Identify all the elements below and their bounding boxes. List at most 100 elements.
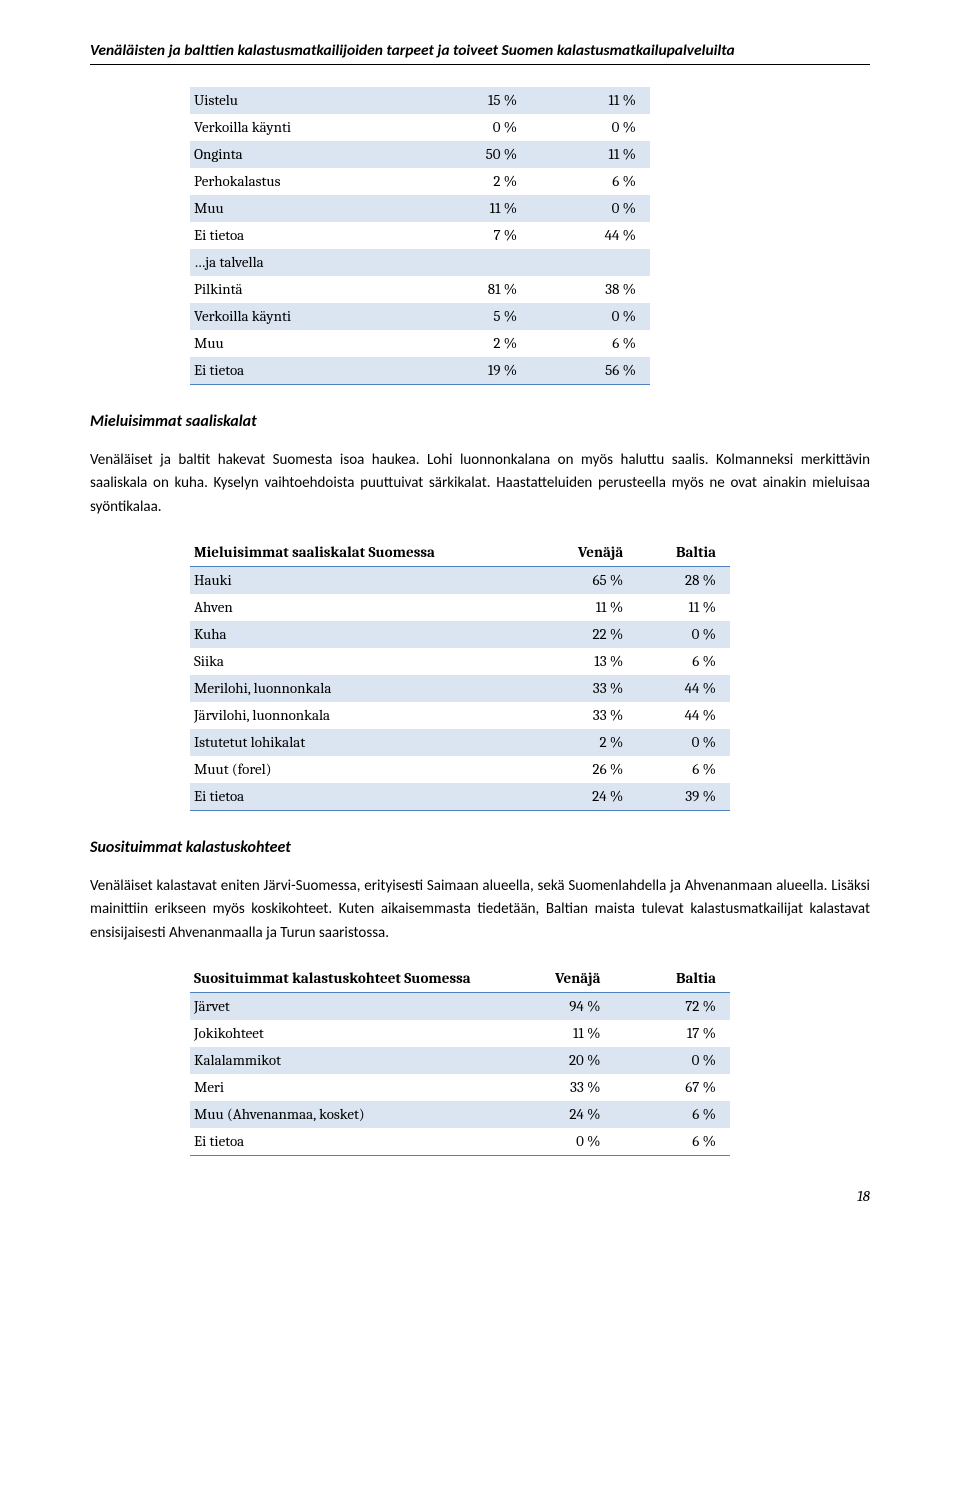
row-value-ru: 26 %	[537, 756, 637, 783]
table-favorite-catch: Mieluisimmat saaliskalat Suomessa Venäjä…	[190, 539, 730, 811]
row-value-ru: 11 %	[490, 1020, 614, 1047]
row-label: Hauki	[190, 566, 537, 594]
table3-h1: Venäjä	[490, 965, 614, 993]
row-label: Jokikohteet	[190, 1020, 490, 1047]
table-popular-locations: Suosituimmat kalastuskohteet Suomessa Ve…	[190, 965, 730, 1156]
heading-favorite-catch: Mieluisimmat saaliskalat	[90, 411, 870, 433]
row-label: Siika	[190, 648, 537, 675]
row-label: Muut (forel)	[190, 756, 537, 783]
row-value-ru: 33 %	[537, 702, 637, 729]
row-label: Ei tietoa	[190, 357, 412, 385]
row-value-ru	[412, 249, 531, 276]
table3-h0: Suosituimmat kalastuskohteet Suomessa	[190, 965, 490, 993]
page-number: 18	[90, 1186, 870, 1207]
row-value-baltic	[531, 249, 650, 276]
row-value-baltic: 17 %	[614, 1020, 730, 1047]
row-value-baltic: 44 %	[637, 702, 730, 729]
table3-row: Jokikohteet11 %17 %	[190, 1020, 730, 1047]
row-value-baltic: 28 %	[637, 566, 730, 594]
table2-row: Merilohi, luonnonkala33 %44 %	[190, 675, 730, 702]
table2-row: Kuha22 %0 %	[190, 621, 730, 648]
row-label: Kalalammikot	[190, 1047, 490, 1074]
table1-row: …ja talvella	[190, 249, 650, 276]
row-value-ru: 65 %	[537, 566, 637, 594]
table1-row: Muu2 %6 %	[190, 330, 650, 357]
row-value-baltic: 11 %	[531, 141, 650, 168]
para-favorite-catch: Venäläiset ja baltit hakevat Suomesta is…	[90, 449, 870, 519]
row-value-ru: 24 %	[490, 1101, 614, 1128]
table1-row: Verkoilla käynti5 %0 %	[190, 303, 650, 330]
table2-row: Istutetut lohikalat2 %0 %	[190, 729, 730, 756]
row-value-baltic: 6 %	[637, 756, 730, 783]
table1-row: Ei tietoa7 %44 %	[190, 222, 650, 249]
row-value-ru: 13 %	[537, 648, 637, 675]
row-value-ru: 2 %	[412, 330, 531, 357]
table2-row: Ahven11 %11 %	[190, 594, 730, 621]
row-value-ru: 0 %	[490, 1128, 614, 1156]
row-value-baltic: 56 %	[531, 357, 650, 385]
row-value-ru: 50 %	[412, 141, 531, 168]
row-value-baltic: 38 %	[531, 276, 650, 303]
row-value-baltic: 0 %	[637, 621, 730, 648]
row-label: Muu (Ahvenanmaa, kosket)	[190, 1101, 490, 1128]
row-value-ru: 2 %	[537, 729, 637, 756]
row-value-ru: 7 %	[412, 222, 531, 249]
row-value-baltic: 0 %	[531, 303, 650, 330]
row-value-ru: 33 %	[490, 1074, 614, 1101]
row-label: Ei tietoa	[190, 1128, 490, 1156]
table2-row: Muut (forel)26 %6 %	[190, 756, 730, 783]
row-value-ru: 94 %	[490, 992, 614, 1020]
row-label: Muu	[190, 330, 412, 357]
row-label: Ei tietoa	[190, 222, 412, 249]
table1-row: Verkoilla käynti0 %0 %	[190, 114, 650, 141]
row-value-ru: 15 %	[412, 87, 531, 114]
row-label: Meri	[190, 1074, 490, 1101]
row-label: Järvet	[190, 992, 490, 1020]
row-value-baltic: 0 %	[531, 195, 650, 222]
row-value-baltic: 0 %	[531, 114, 650, 141]
row-value-baltic: 67 %	[614, 1074, 730, 1101]
row-value-ru: 19 %	[412, 357, 531, 385]
row-value-baltic: 0 %	[614, 1047, 730, 1074]
table2-row: Siika13 %6 %	[190, 648, 730, 675]
row-value-baltic: 6 %	[614, 1128, 730, 1156]
table1-row: Muu11 %0 %	[190, 195, 650, 222]
row-value-ru: 81 %	[412, 276, 531, 303]
row-value-baltic: 44 %	[531, 222, 650, 249]
table1-row: Ei tietoa19 %56 %	[190, 357, 650, 385]
row-value-baltic: 6 %	[637, 648, 730, 675]
page-header-title: Venäläisten ja balttien kalastusmatkaili…	[90, 40, 870, 62]
table2-row: Hauki65 %28 %	[190, 566, 730, 594]
table1-row: Perhokalastus2 %6 %	[190, 168, 650, 195]
table1-row: Onginta50 %11 %	[190, 141, 650, 168]
table2-row: Järvilohi, luonnonkala33 %44 %	[190, 702, 730, 729]
table3-row: Meri33 %67 %	[190, 1074, 730, 1101]
table1-row: Pilkintä81 %38 %	[190, 276, 650, 303]
row-value-ru: 20 %	[490, 1047, 614, 1074]
row-value-ru: 11 %	[412, 195, 531, 222]
row-label: Perhokalastus	[190, 168, 412, 195]
row-label: Uistelu	[190, 87, 412, 114]
table2-h2: Baltia	[637, 539, 730, 567]
row-value-ru: 22 %	[537, 621, 637, 648]
row-value-ru: 5 %	[412, 303, 531, 330]
row-label: Ahven	[190, 594, 537, 621]
row-label: Järvilohi, luonnonkala	[190, 702, 537, 729]
row-value-baltic: 0 %	[637, 729, 730, 756]
row-value-ru: 2 %	[412, 168, 531, 195]
row-value-baltic: 6 %	[531, 168, 650, 195]
row-value-ru: 0 %	[412, 114, 531, 141]
table3-h2: Baltia	[614, 965, 730, 993]
row-label: Verkoilla käynti	[190, 303, 412, 330]
row-label: Onginta	[190, 141, 412, 168]
table3-row: Järvet94 %72 %	[190, 992, 730, 1020]
table3-row: Ei tietoa0 %6 %	[190, 1128, 730, 1156]
para-popular-locations: Venäläiset kalastavat eniten Järvi-Suome…	[90, 875, 870, 945]
row-value-baltic: 39 %	[637, 783, 730, 811]
heading-popular-locations: Suosituimmat kalastuskohteet	[90, 837, 870, 859]
row-label: Pilkintä	[190, 276, 412, 303]
table2-row: Ei tietoa24 %39 %	[190, 783, 730, 811]
row-label: …ja talvella	[190, 249, 412, 276]
table3-row: Muu (Ahvenanmaa, kosket)24 %6 %	[190, 1101, 730, 1128]
row-label: Verkoilla käynti	[190, 114, 412, 141]
